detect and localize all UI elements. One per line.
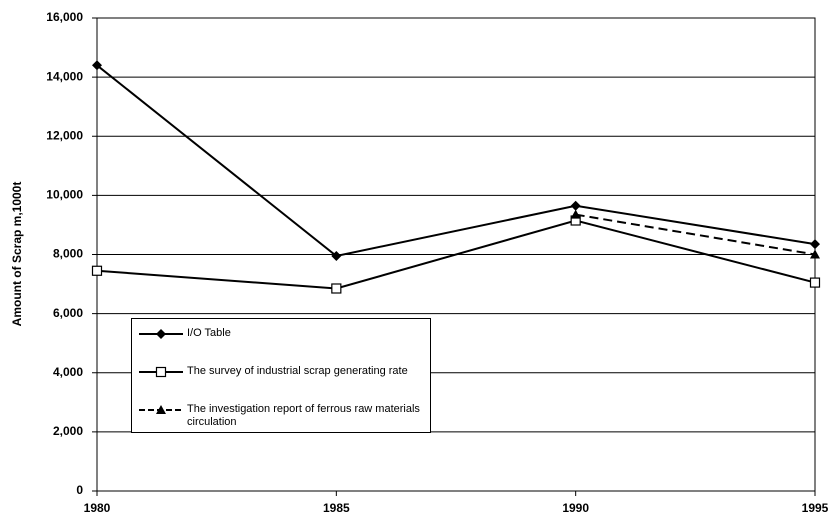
legend-icon (139, 405, 183, 414)
marker (156, 405, 166, 414)
y-tick-label: 2,000 (53, 424, 83, 438)
series-line (575, 213, 816, 256)
legend-label: The investigation report of ferrous raw … (187, 403, 420, 428)
marker (155, 366, 167, 378)
x-tick-label: 1995 (802, 501, 829, 515)
legend-icon (139, 366, 183, 378)
series-line (96, 219, 816, 290)
legend-entry: The survey of industrial scrap generatin… (137, 365, 429, 379)
marker (570, 200, 581, 211)
x-tick-label: 1980 (84, 501, 111, 515)
marker (91, 265, 103, 276)
legend-icon (139, 329, 183, 339)
y-tick-label: 0 (76, 483, 83, 497)
legend-label: The survey of industrial scrap generatin… (187, 365, 408, 377)
legend: I/O Table The survey of industrial scrap … (131, 318, 431, 433)
marker (156, 329, 166, 339)
marker (331, 283, 342, 294)
marker (810, 249, 820, 259)
marker (810, 239, 820, 250)
marker (331, 250, 342, 261)
y-tick-label: 12,000 (46, 128, 83, 142)
y-tick-label: 4,000 (53, 365, 83, 379)
series-line (96, 64, 816, 258)
marker (570, 209, 581, 219)
y-tick-label: 14,000 (46, 69, 83, 83)
legend-label: I/O Table (187, 327, 231, 339)
marker (92, 60, 102, 71)
legend-entry: I/O Table (137, 327, 429, 341)
marker (809, 277, 821, 288)
y-tick-label: 8,000 (53, 247, 83, 261)
x-tick-label: 1985 (323, 501, 350, 515)
y-tick-label: 10,000 (46, 188, 83, 202)
y-axis-label: Amount of Scrap m,1000t (10, 182, 24, 327)
x-tick-label: 1990 (562, 501, 589, 515)
legend-entry: The investigation report of ferrous raw … (137, 403, 429, 429)
y-tick-label: 6,000 (53, 306, 83, 320)
y-tick-label: 16,000 (46, 10, 83, 24)
